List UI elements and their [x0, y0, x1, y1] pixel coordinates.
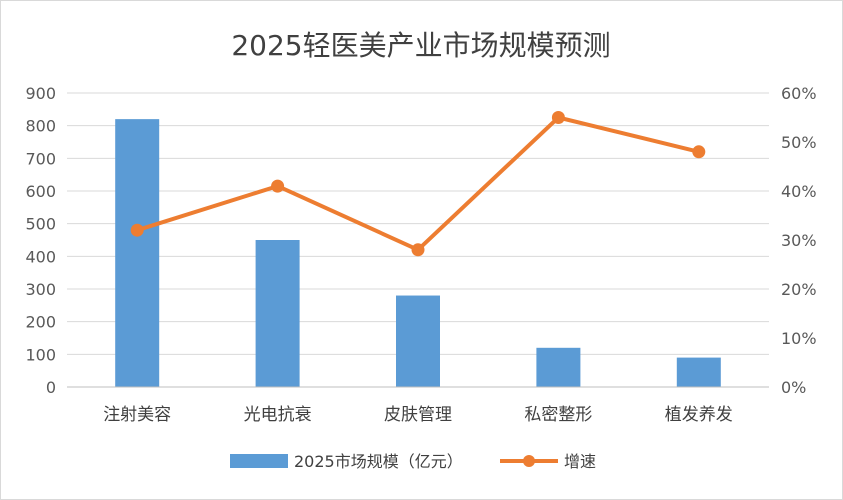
- legend: 2025市场规模（亿元） 增速: [230, 452, 596, 471]
- y-axis-left: 0 100 200 300 400 500 600 700 800 900: [25, 84, 56, 397]
- bar-series: [115, 119, 721, 387]
- y-right-tick-label: 40%: [781, 182, 817, 201]
- y-left-tick-label: 100: [25, 345, 56, 364]
- y-right-tick-label: 20%: [781, 280, 817, 299]
- y-left-tick-label: 700: [25, 149, 56, 168]
- y-left-tick-label: 0: [46, 378, 56, 397]
- x-tick-label: 私密整形: [524, 405, 592, 425]
- legend-line-label: 增速: [564, 452, 596, 471]
- bar: [676, 357, 721, 387]
- line-point: [271, 179, 285, 193]
- chart-title: 2025轻医美产业市场规模预测: [231, 29, 610, 62]
- y-left-tick-label: 500: [25, 215, 56, 234]
- legend-bar-swatch: [230, 454, 288, 468]
- gridlines: [67, 92, 769, 355]
- y-right-tick-label: 0%: [781, 378, 806, 397]
- bar: [115, 119, 160, 387]
- y-left-tick-label: 800: [25, 117, 56, 136]
- x-tick-label: 皮肤管理: [384, 405, 452, 425]
- y-left-tick-label: 400: [25, 247, 56, 266]
- legend-bar-label: 2025市场规模（亿元）: [294, 452, 463, 471]
- x-axis: 注射美容 光电抗衰 皮肤管理 私密整形 植发养发: [67, 386, 769, 425]
- x-tick-label: 植发养发: [665, 405, 733, 425]
- x-tick-label: 注射美容: [103, 405, 171, 425]
- y-left-tick-label: 900: [25, 84, 56, 103]
- bar: [536, 347, 581, 387]
- y-right-tick-label: 30%: [781, 231, 817, 250]
- line-point: [692, 145, 706, 159]
- line-series: [130, 111, 706, 257]
- bar: [255, 240, 300, 387]
- line-point: [411, 243, 425, 257]
- y-right-tick-label: 60%: [781, 84, 817, 103]
- legend-line-marker: [523, 455, 535, 467]
- bar: [396, 295, 440, 387]
- y-left-tick-label: 600: [25, 182, 56, 201]
- x-tick-label: 光电抗衰: [244, 405, 312, 425]
- y-left-tick-label: 300: [25, 280, 56, 299]
- y-right-tick-label: 50%: [781, 133, 817, 152]
- y-left-tick-label: 200: [25, 313, 56, 332]
- line-point: [130, 223, 144, 237]
- y-axis-right: 0% 10% 20% 30% 40% 50% 60%: [781, 84, 817, 397]
- y-right-tick-label: 10%: [781, 329, 817, 348]
- line-point: [551, 111, 565, 124]
